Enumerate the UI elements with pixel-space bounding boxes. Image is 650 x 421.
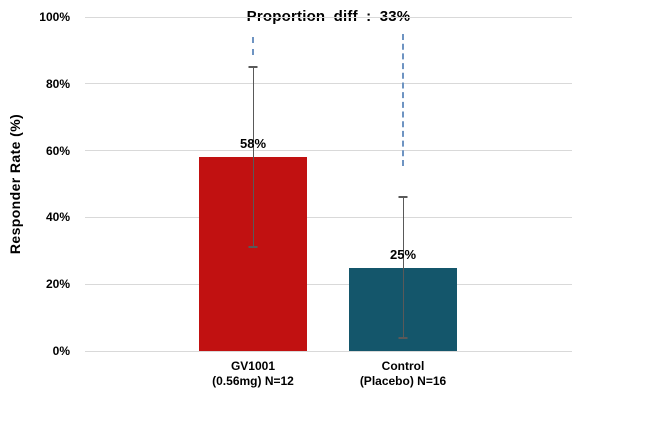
gridline	[85, 83, 572, 85]
plot-area: 58% 25%	[85, 16, 572, 352]
y-tick-label: 20%	[45, 277, 70, 292]
y-tick-label: 100%	[39, 10, 70, 24]
error-bar-cap	[398, 196, 408, 199]
gridline	[85, 216, 572, 218]
gridline	[85, 16, 572, 18]
y-tick-label: 0%	[52, 344, 70, 358]
y-tick-label: 80%	[45, 76, 70, 91]
category-label-line2: (0.56mg) N=12	[212, 374, 294, 388]
gridline	[85, 283, 572, 285]
dashed-guide-line	[252, 37, 254, 56]
bar-value-label: 25%	[389, 246, 417, 262]
error-bar	[252, 67, 254, 248]
category-label: GV1001 (0.56mg) N=12	[163, 359, 343, 389]
error-bar	[402, 197, 404, 338]
bar-value-label: 58%	[239, 136, 267, 152]
category-label-line1: GV1001	[230, 359, 276, 373]
category-label-line2: (Placebo) N=16	[359, 374, 447, 388]
category-label: Control (Placebo) N=16	[313, 359, 493, 389]
error-bar-cap	[248, 66, 258, 69]
gridline	[85, 150, 572, 152]
dashed-guide-line	[402, 33, 404, 166]
y-tick-label: 40%	[45, 210, 70, 225]
y-tick-label: 60%	[45, 143, 70, 158]
gridline	[85, 350, 572, 352]
category-label-line1: Control	[381, 359, 425, 373]
error-bar-cap	[248, 246, 258, 249]
error-bar-cap	[398, 336, 408, 339]
y-axis-title: Responder Rate (%)	[7, 113, 23, 255]
